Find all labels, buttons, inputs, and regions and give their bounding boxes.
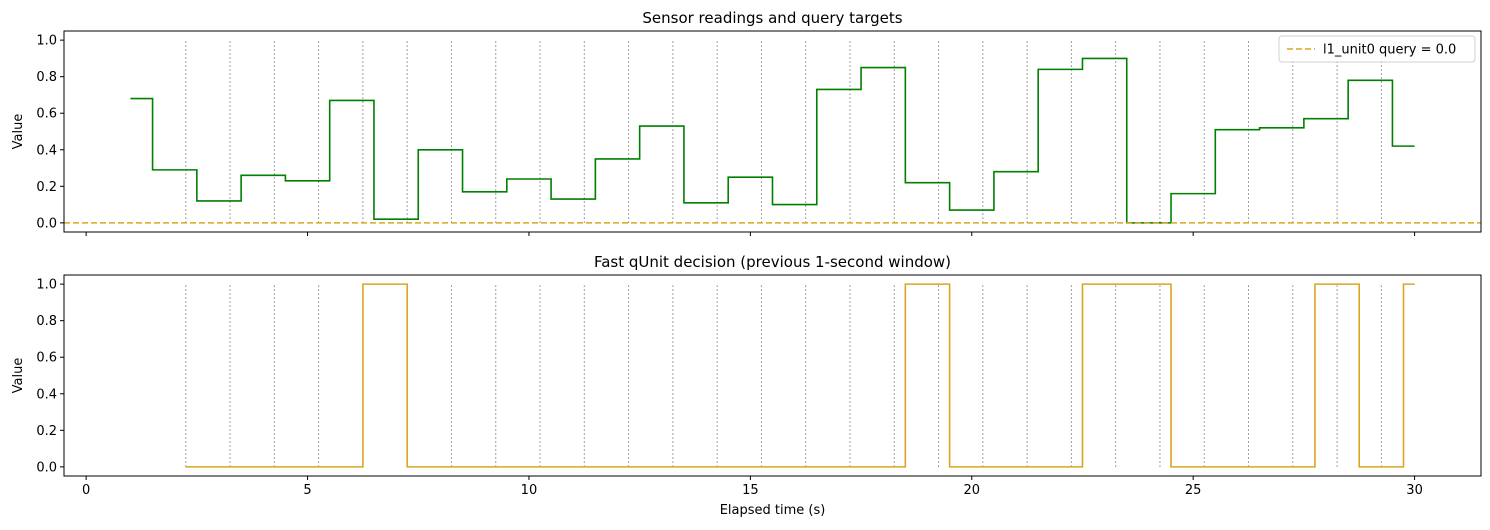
plot-frame: [63, 30, 1482, 233]
plot-frame: [63, 274, 1482, 477]
decision-series: [185, 283, 1415, 468]
y-tick-label: 0.8: [36, 314, 57, 329]
x-tick-label: 25: [1185, 483, 1202, 498]
chart-title: Fast qUnit decision (previous 1-second w…: [594, 253, 951, 271]
x-tick-label: 20: [963, 483, 980, 498]
x-axis-label: Elapsed time (s): [720, 503, 826, 518]
y-tick-label: 1.0: [36, 278, 57, 293]
legend-entry: l1_unit0 query = 0.0: [1323, 43, 1456, 58]
x-tick-label: 30: [1406, 483, 1423, 498]
bottom-axes: 0 5 10 15 20 25 30 0.0 0.2 0.4 0.6 0.8 1.0 Fast qUnit…: [11, 253, 1482, 518]
top-axes: 0.0 0.2 0.4 0.6 0.8 1.0 Sensor readings and qu…: [11, 9, 1482, 236]
x-tick-label: 0: [82, 483, 90, 498]
sensor-reading-series: [130, 57, 1415, 224]
y-tick-label: 0.4: [36, 143, 57, 158]
x-tick-label: 10: [521, 483, 538, 498]
y-tick-label: 1.0: [36, 34, 57, 49]
chart-title: Sensor readings and query targets: [642, 9, 902, 27]
y-tick-label: 0.6: [36, 107, 57, 122]
y-tick-label: 0.8: [36, 70, 57, 85]
y-tick-label: 0.6: [36, 351, 57, 366]
x-tick-label: 5: [303, 483, 311, 498]
y-tick-label: 0.4: [36, 387, 57, 402]
y-axis-label: Value: [11, 114, 26, 150]
y-tick-label: 0.2: [36, 424, 57, 439]
y-tick-label: 0.0: [36, 216, 57, 231]
y-axis-label: Value: [11, 358, 26, 394]
y-tick-label: 0.0: [36, 460, 57, 475]
x-tick-label: 15: [742, 483, 759, 498]
legend: l1_unit0 query = 0.0: [1278, 35, 1476, 63]
y-tick-label: 0.2: [36, 180, 57, 195]
legend-box: [1278, 35, 1476, 63]
